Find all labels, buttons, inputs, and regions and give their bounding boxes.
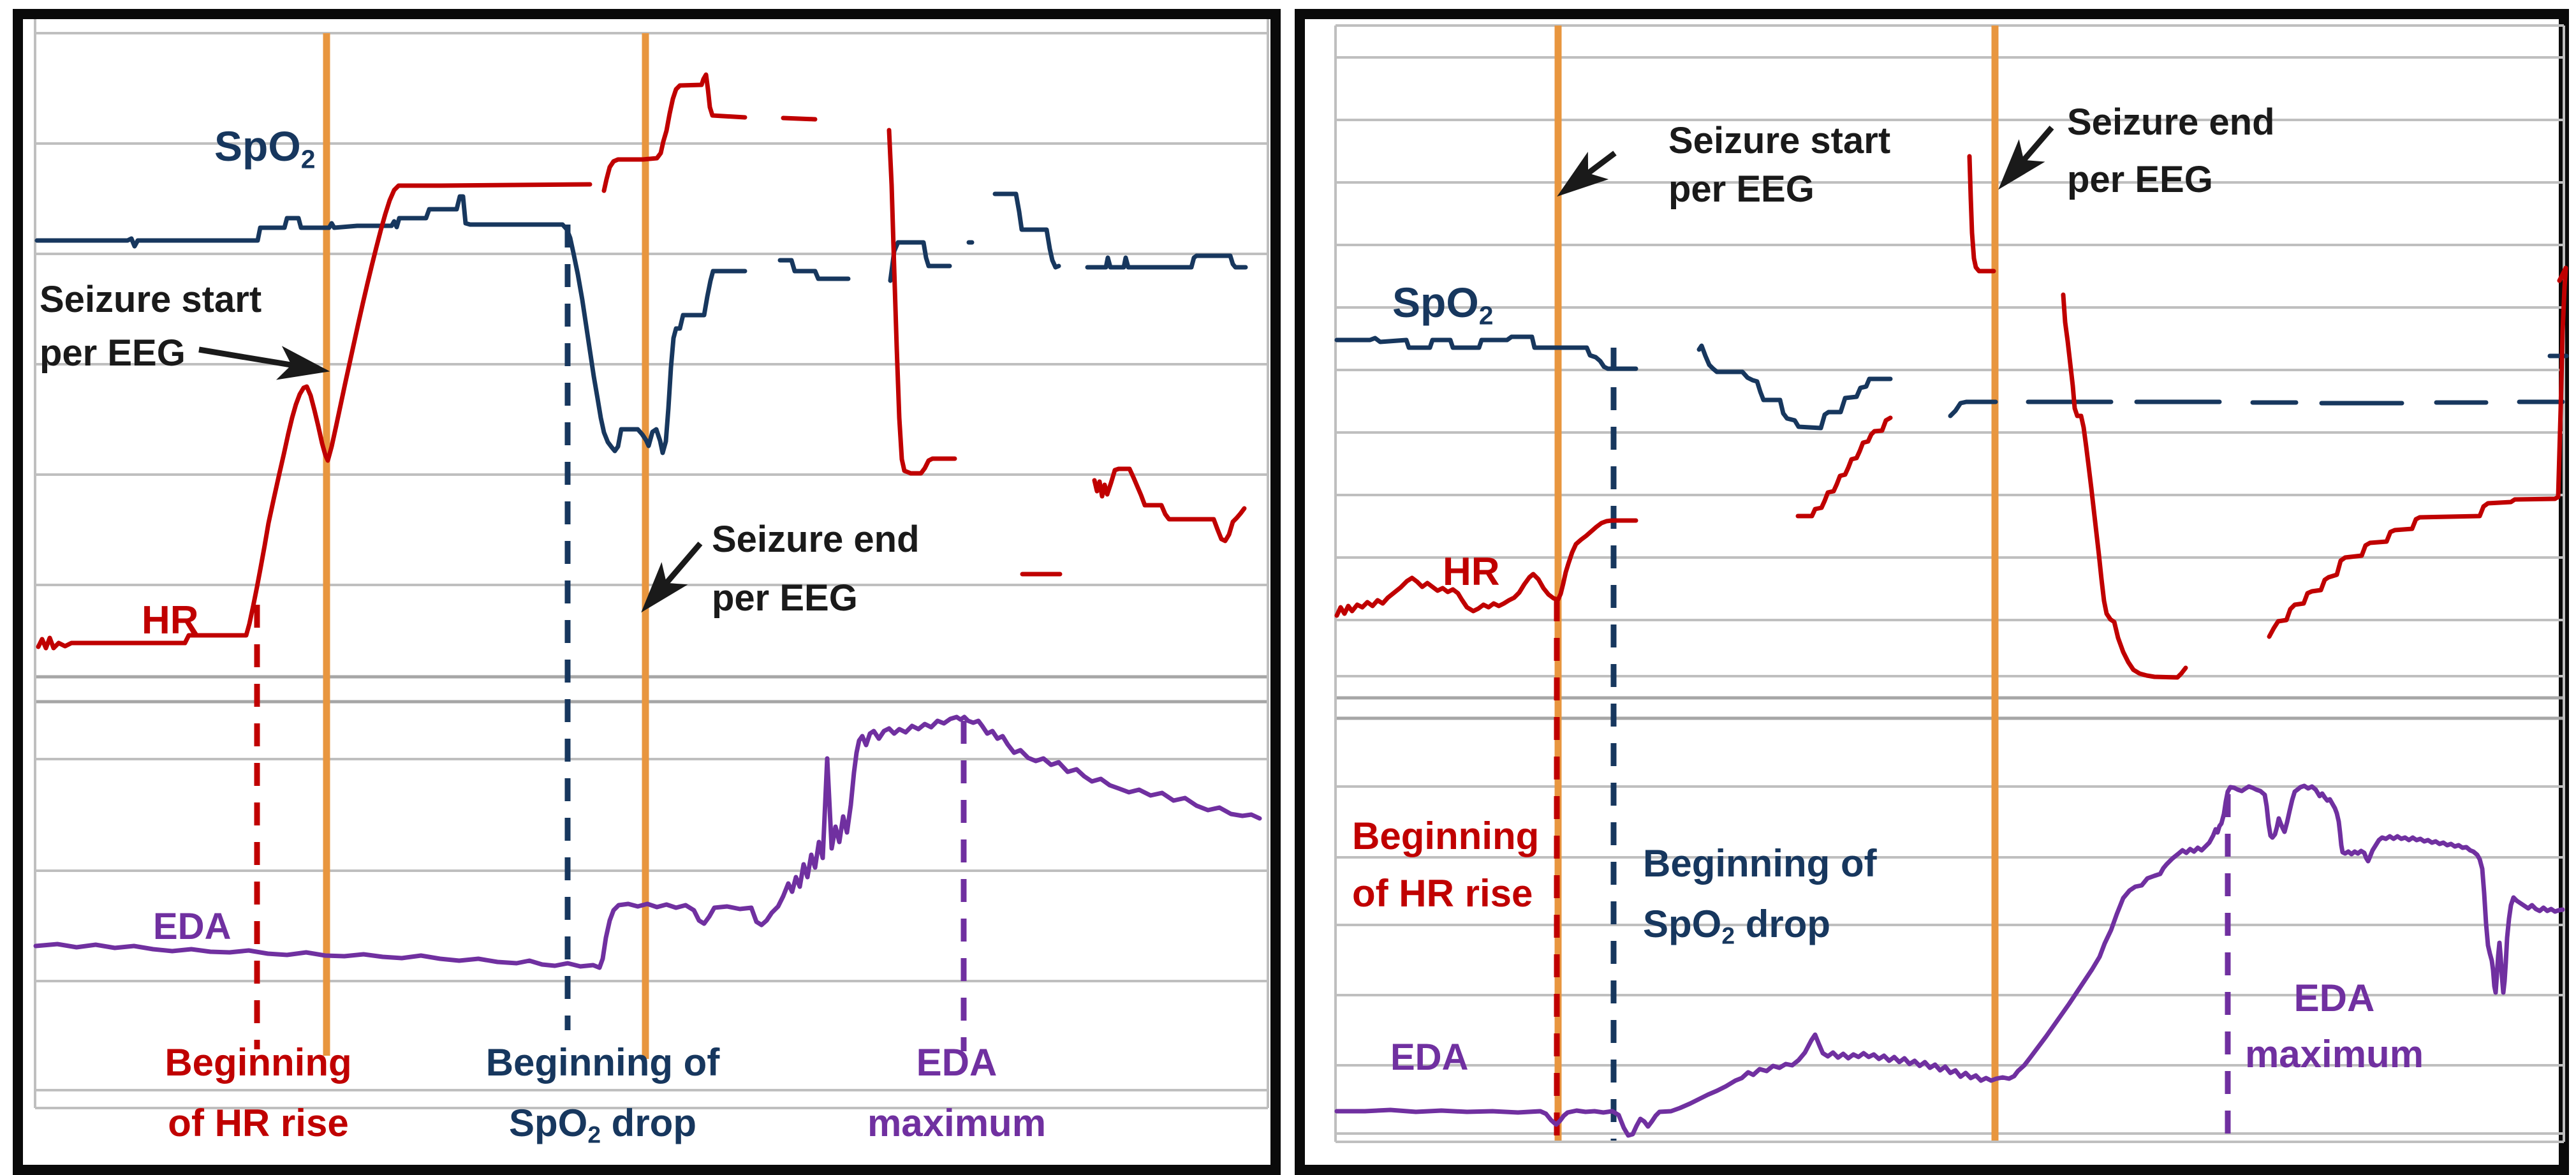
seizure-end-line2: per EEG <box>712 577 858 619</box>
spo2-drop-right-post: drop <box>1735 903 1831 945</box>
eda-series-line <box>33 714 1262 970</box>
seizure-start-right-line1: Seizure start <box>1668 120 1891 161</box>
beginning-of-hr-rise-right-line1: Beginning <box>1352 815 1540 857</box>
beginning-of-spo2-drop-label: Beginning of SpO2 drop <box>475 1032 730 1165</box>
left-seizure-panel <box>33 19 1269 1109</box>
spo2-drop-sub: 2 <box>587 1121 601 1148</box>
eda-series-label-right: EDA <box>1390 1037 1469 1078</box>
panel-right-frame <box>1295 9 2569 1175</box>
beginning-of-spo2-drop-line2: SpO2 drop <box>475 1093 730 1165</box>
event-markers <box>1554 26 2231 1141</box>
spo2-series-line <box>34 191 1248 455</box>
beginning-of-spo2-drop-label-right: Beginning of SpO2 drop <box>1643 833 1877 966</box>
seizure-start-annotation: Seizure start per EEG <box>40 273 261 380</box>
eda-maximum-line2: maximum <box>867 1102 1047 1144</box>
seizure-end-right-line1: Seizure end <box>2067 101 2275 143</box>
beginning-of-spo2-drop-right-line2: SpO2 drop <box>1643 894 1877 966</box>
seizure-end-annotation: Seizure end per EEG <box>712 510 920 628</box>
eda-maximum-label: EDA maximum <box>829 1032 1084 1153</box>
spo2-series-label-right-text: SpO <box>1392 279 1479 326</box>
seizure-start-arrow <box>198 346 330 380</box>
beginning-of-hr-rise-line2: of HR rise <box>168 1102 349 1144</box>
spo2-drop-right-sub: 2 <box>1721 922 1735 949</box>
seizure-end-line1: Seizure end <box>712 519 920 560</box>
seizure-start-line2: per EEG <box>40 332 186 374</box>
beginning-of-hr-rise-right-line2: of HR rise <box>1352 872 1533 915</box>
seizure-end-annotation-right: Seizure end per EEG <box>2067 94 2275 209</box>
beginning-of-spo2-drop-line1: Beginning of <box>485 1041 720 1084</box>
beginning-of-hr-rise-label: Beginning of HR rise <box>131 1032 386 1153</box>
eda-maximum-label-right: EDA maximum <box>2207 970 2462 1083</box>
hr-series-label: HR <box>142 598 199 642</box>
hr-series-label-right: HR <box>1443 550 1500 594</box>
seizure-end-arrow <box>1998 126 2054 190</box>
eda-maximum-right-line2: maximum <box>2244 1033 2424 1075</box>
seizure-end-right-line2: per EEG <box>2067 159 2213 200</box>
eda-maximum-line1: EDA <box>916 1041 997 1084</box>
event-markers <box>254 33 967 1059</box>
spo2-drop-right-pre: SpO <box>1643 903 1722 945</box>
beginning-of-hr-rise-line1: Beginning <box>165 1041 352 1084</box>
spo2-drop-post: drop <box>601 1102 696 1144</box>
seizure-start-annotation-right: Seizure start per EEG <box>1668 117 1890 214</box>
beginning-of-hr-rise-label-right: Beginning of HR rise <box>1352 808 1539 922</box>
spo2-drop-pre: SpO <box>508 1102 588 1144</box>
spo2-series-label-right: SpO2 <box>1392 281 1493 329</box>
eda-series-label: EDA <box>153 906 232 947</box>
seizure-start-right-line2: per EEG <box>1668 168 1814 210</box>
gridlines <box>34 19 1269 1109</box>
spo2-series-line <box>1334 334 2569 431</box>
right-seizure-panel <box>1334 24 2569 1143</box>
eda-maximum-right-line1: EDA <box>2293 977 2375 1019</box>
hr-series-line <box>1334 154 2568 680</box>
spo2-series-label-right-sub: 2 <box>1478 300 1494 330</box>
spo2-series-label: SpO2 <box>214 125 315 172</box>
eda-series-line <box>1334 783 2565 1138</box>
gridlines <box>1334 24 2565 1143</box>
seizure-start-arrow <box>1557 151 1617 197</box>
seizure-start-line1: Seizure start <box>40 279 262 320</box>
spo2-series-label-text: SpO <box>214 122 301 170</box>
spo2-series-label-sub: 2 <box>300 144 316 174</box>
seizure-end-arrow <box>641 542 703 613</box>
beginning-of-spo2-drop-right-line1: Beginning of <box>1643 842 1877 885</box>
hr-series-line <box>36 72 1247 651</box>
